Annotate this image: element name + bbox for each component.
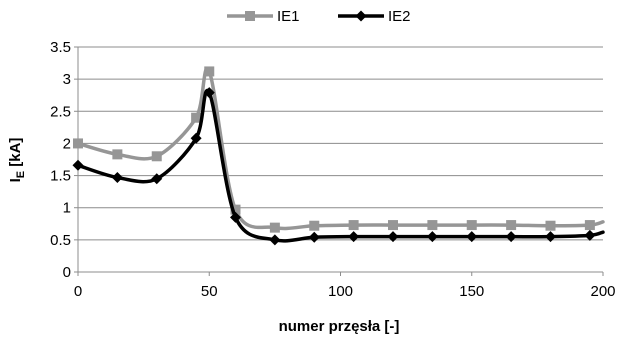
y-axis-title-subscript: E: [15, 171, 27, 178]
legend-marker: [355, 10, 367, 22]
gridlines: [78, 46, 603, 241]
y-tick-label: 0.5: [50, 232, 71, 249]
legend-item-ie1: IE1: [227, 8, 300, 25]
data-point-ie2: [190, 132, 202, 144]
series-ie2: [72, 87, 605, 246]
data-point-ie2: [230, 211, 241, 223]
data-point-ie2: [308, 231, 320, 243]
y-tick-label: 0: [63, 264, 71, 281]
x-tick-label: 200: [590, 283, 615, 300]
x-axis-title: numer przęsła [-]: [279, 318, 400, 335]
data-point-ie2: [72, 159, 84, 171]
data-point-ie1: [230, 204, 241, 215]
series-line-ie1: [76, 66, 605, 231]
x-tick-label: 0: [74, 283, 82, 300]
data-point-ie2: [426, 231, 438, 243]
data-point-ie1: [204, 66, 215, 77]
data-point-ie1: [269, 222, 280, 233]
data-point-ie2: [387, 231, 399, 243]
legend: IE1 IE2: [227, 8, 411, 25]
series-ie1: [73, 66, 605, 233]
data-point-ie2: [111, 172, 123, 183]
data-point-ie1: [584, 220, 595, 231]
data-point-ie2: [505, 231, 517, 243]
y-tick-label: 1.5: [50, 168, 71, 185]
y-tick-label: 2.5: [50, 103, 71, 120]
legend-label: IE2: [388, 8, 411, 25]
data-point-ie1: [112, 149, 123, 160]
legend-label: IE1: [277, 8, 300, 25]
data-point-ie1: [151, 151, 162, 162]
series-line-ie2: [76, 88, 605, 243]
data-point-ie2: [203, 87, 215, 99]
y-axis-title-unit: [kA]: [7, 138, 24, 171]
x-tick-label: 150: [459, 283, 484, 300]
data-point-ie1: [348, 220, 359, 231]
data-point-ie2: [466, 231, 478, 243]
axes: [74, 46, 604, 276]
y-tick-label: 3: [63, 71, 71, 88]
data-point-ie2: [584, 229, 596, 241]
data-point-ie2: [269, 234, 281, 246]
data-point-ie1: [427, 220, 438, 231]
series: [72, 66, 605, 246]
data-point-ie1: [506, 220, 517, 231]
data-point-ie1: [545, 220, 556, 231]
data-point-ie1: [388, 220, 398, 231]
data-point-ie2: [151, 173, 163, 185]
y-tick-label: 3.5: [50, 39, 71, 56]
data-point-ie2: [348, 231, 360, 243]
data-point-ie1: [191, 112, 202, 123]
x-tick-label: 100: [328, 283, 353, 300]
y-tick-label: 1: [63, 200, 71, 217]
y-axis-title-main: I: [7, 178, 24, 182]
y-axis-title: IE [kA]: [7, 138, 27, 183]
legend-marker: [245, 11, 255, 21]
legend-item-ie2: IE2: [338, 8, 411, 25]
x-tick-labels: 0 50 100 150 200: [74, 283, 616, 300]
data-point-ie1: [466, 220, 477, 231]
y-tick-label: 2: [63, 135, 71, 152]
y-tick-labels: 0 0.5 1 1.5 2 2.5 3 3.5: [50, 39, 71, 281]
data-point-ie1: [309, 220, 320, 231]
data-point-ie1: [73, 138, 83, 149]
x-tick-label: 50: [201, 283, 218, 300]
data-point-ie2: [545, 231, 556, 243]
